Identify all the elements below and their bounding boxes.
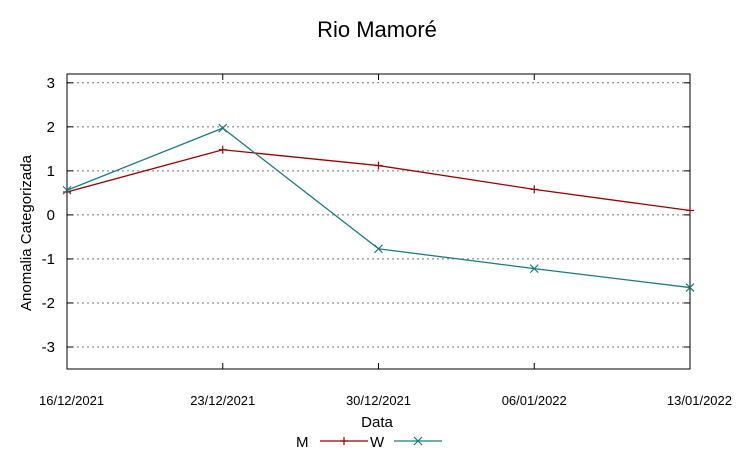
data-point-M — [63, 188, 71, 196]
legend-label-M: M — [296, 434, 309, 451]
data-point-W — [374, 244, 383, 254]
x-tick-label: 06/01/2022 — [502, 393, 567, 408]
x-tick-label: 30/12/2021 — [346, 393, 411, 408]
y-tick-label: 0 — [47, 207, 55, 224]
series-line-W — [66, 127, 691, 289]
series-layer — [62, 123, 695, 292]
y-tick-label: 3 — [47, 75, 55, 92]
data-point-M — [374, 161, 383, 170]
y-tick-label: 1 — [47, 163, 55, 180]
x-axis-ticks: 16/12/2021 23/12/2021 30/12/2021 06/01/2022… — [39, 74, 732, 408]
data-point-W — [685, 283, 695, 292]
x-tick-label: 13/01/2022 — [667, 393, 732, 408]
legend-marker-W — [413, 436, 423, 446]
y-axis-ticks: 3 2 1 0 -1 -2 -3 — [42, 75, 690, 356]
grid-lines — [67, 82, 690, 348]
data-point-M — [530, 185, 539, 194]
legend-label-W: W — [370, 434, 385, 451]
series-line-M — [66, 149, 691, 212]
data-point-W — [62, 185, 72, 195]
x-tick-label: 16/12/2021 — [39, 393, 104, 408]
legend-marker-M — [340, 437, 348, 445]
plot-frame — [66, 73, 691, 370]
data-point-W — [218, 123, 228, 133]
y-tick-label: -2 — [42, 295, 55, 312]
data-point-M — [218, 145, 227, 154]
x-axis-label: Data — [361, 414, 393, 431]
y-tick-label: 2 — [47, 119, 55, 136]
y-axis-label: Anomalia Categorizada — [18, 154, 35, 311]
data-point-W — [529, 264, 539, 274]
y-tick-label: -3 — [42, 339, 55, 356]
y-tick-label: -1 — [42, 251, 55, 268]
data-point-M — [686, 206, 694, 215]
x-tick-label: 23/12/2021 — [190, 393, 255, 408]
chart-title: Rio Mamoré — [317, 17, 437, 42]
